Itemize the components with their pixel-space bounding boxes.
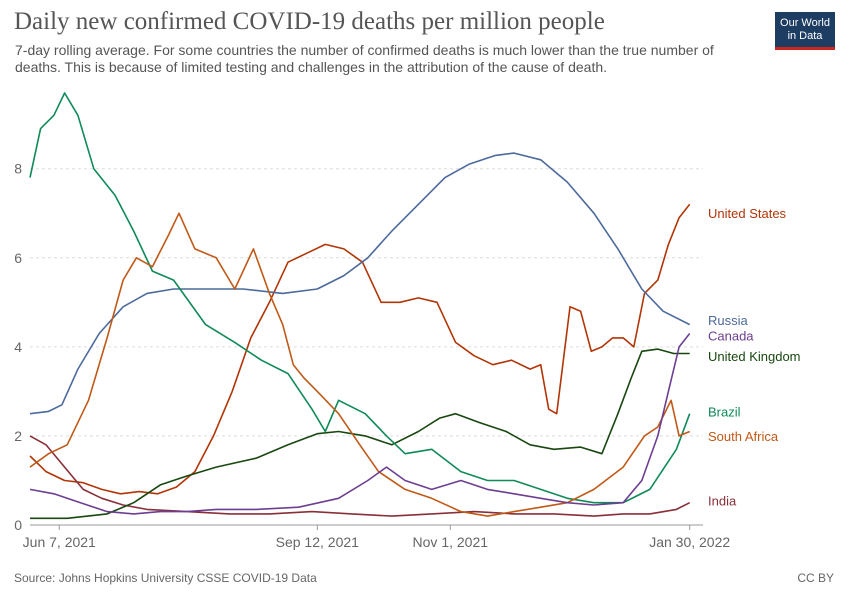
series-line-russia [29,152,691,415]
x-tick-label: Nov 1, 2021 [413,534,489,550]
series-label-south-africa[interactable]: South Africa [708,429,779,444]
series-line-india [29,333,691,515]
series-label-canada[interactable]: Canada [708,329,754,344]
x-tick-label: Jun 7, 2021 [23,534,96,550]
chart-subtitle: 7-day rolling average. For some countrie… [15,42,714,75]
series-line-united-kingdom [30,348,690,520]
owid-logo[interactable]: Our World in Data [775,12,835,50]
y-tick-label: 0 [14,517,22,533]
y-axis: 0 2 4 6 8 [14,161,22,533]
y-tick-label: 6 [14,250,22,266]
series-label-united-kingdom[interactable]: United Kingdom [708,349,801,364]
series-line-south-africa [29,212,691,517]
series-label-brazil[interactable]: Brazil [708,404,741,419]
series-line-canada [29,435,691,517]
series-label-russia[interactable]: Russia [708,313,749,328]
logo-line-1: Our World [780,17,830,29]
y-tick-label: 4 [14,339,22,355]
y-tick-label: 2 [14,428,22,444]
series-label-india[interactable]: India [708,494,737,509]
series-line-brazil [29,92,691,504]
source-note: Source: Johns Hopkins University CSSE CO… [14,571,317,585]
series-lines [29,92,691,520]
x-tick-label: Jan 30, 2022 [649,534,730,550]
series-label-united-states[interactable]: United States [708,206,787,221]
y-tick-label: 8 [14,161,22,177]
logo-line-2: in Data [787,30,823,42]
x-axis: Jun 7, 2021 Sep 12, 2021 Nov 1, 2021 Jan 30… [23,524,730,550]
license-link[interactable]: CC BY [797,571,834,585]
series-line-united-states [29,203,691,495]
chart-title: Daily new confirmed COVID-19 deaths per … [14,8,605,35]
x-tick-label: Sep 12, 2021 [276,534,360,550]
